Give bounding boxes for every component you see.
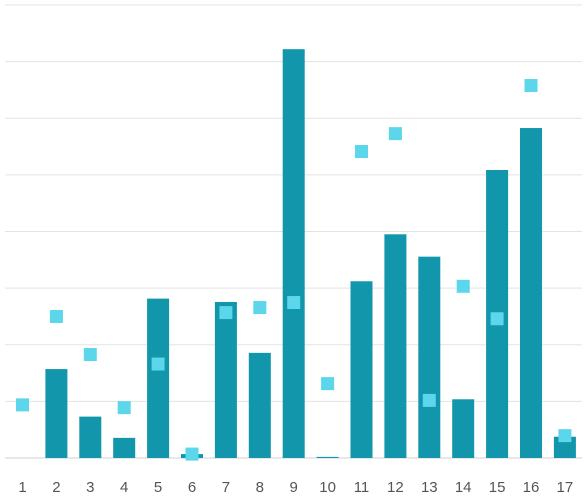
marker-16	[524, 79, 538, 93]
x-tick-label: 13	[421, 479, 438, 496]
bar-13	[418, 256, 441, 458]
bar-10	[316, 456, 339, 458]
x-tick-label: 9	[290, 479, 298, 496]
x-tick-label: 3	[86, 479, 94, 496]
bar-8	[248, 352, 271, 458]
bar-11	[350, 281, 373, 458]
marker-8	[253, 301, 267, 315]
marker-12	[388, 127, 402, 141]
x-tick-label: 17	[557, 479, 574, 496]
marker-9	[287, 296, 301, 310]
x-tick-labels: 1 2 3 4 5 6 7 8 9 10 11 12 13 14 15 16 17	[18, 479, 573, 496]
bar-9	[282, 49, 305, 458]
x-tick-label: 8	[256, 479, 264, 496]
x-tick-label: 16	[523, 479, 540, 496]
marker-5	[151, 357, 165, 371]
marker-2	[49, 310, 63, 324]
x-tick-label: 4	[120, 479, 128, 496]
x-tick-label: 15	[489, 479, 506, 496]
marker-11	[355, 145, 368, 159]
x-tick-label: 12	[387, 479, 404, 496]
marker-7	[219, 306, 233, 320]
bar-5	[147, 298, 170, 458]
bar-16	[520, 128, 542, 458]
bar-14	[452, 399, 475, 458]
marker-10	[321, 377, 335, 391]
bar-7	[214, 301, 237, 458]
x-tick-label: 11	[354, 479, 370, 496]
marker-13	[422, 393, 436, 407]
bar-3	[79, 416, 102, 458]
bar-2	[45, 369, 68, 458]
marker-15	[490, 312, 504, 326]
marker-17	[558, 429, 572, 443]
marker-14	[456, 279, 470, 293]
bar-4	[113, 437, 136, 458]
x-tick-label: 6	[188, 479, 196, 496]
marker-1	[16, 398, 29, 412]
bar-series	[45, 49, 576, 458]
x-tick-label: 5	[154, 479, 162, 496]
x-tick-label: 2	[52, 479, 60, 496]
marker-3	[83, 348, 97, 362]
bar-12	[384, 234, 407, 458]
marker-6	[185, 447, 199, 461]
x-tick-label: 14	[455, 479, 472, 496]
x-tick-label: 10	[319, 479, 336, 496]
marker-series	[16, 79, 572, 461]
marker-4	[117, 401, 131, 415]
x-tick-label: 7	[222, 479, 230, 496]
x-tick-label: 1	[18, 479, 26, 496]
